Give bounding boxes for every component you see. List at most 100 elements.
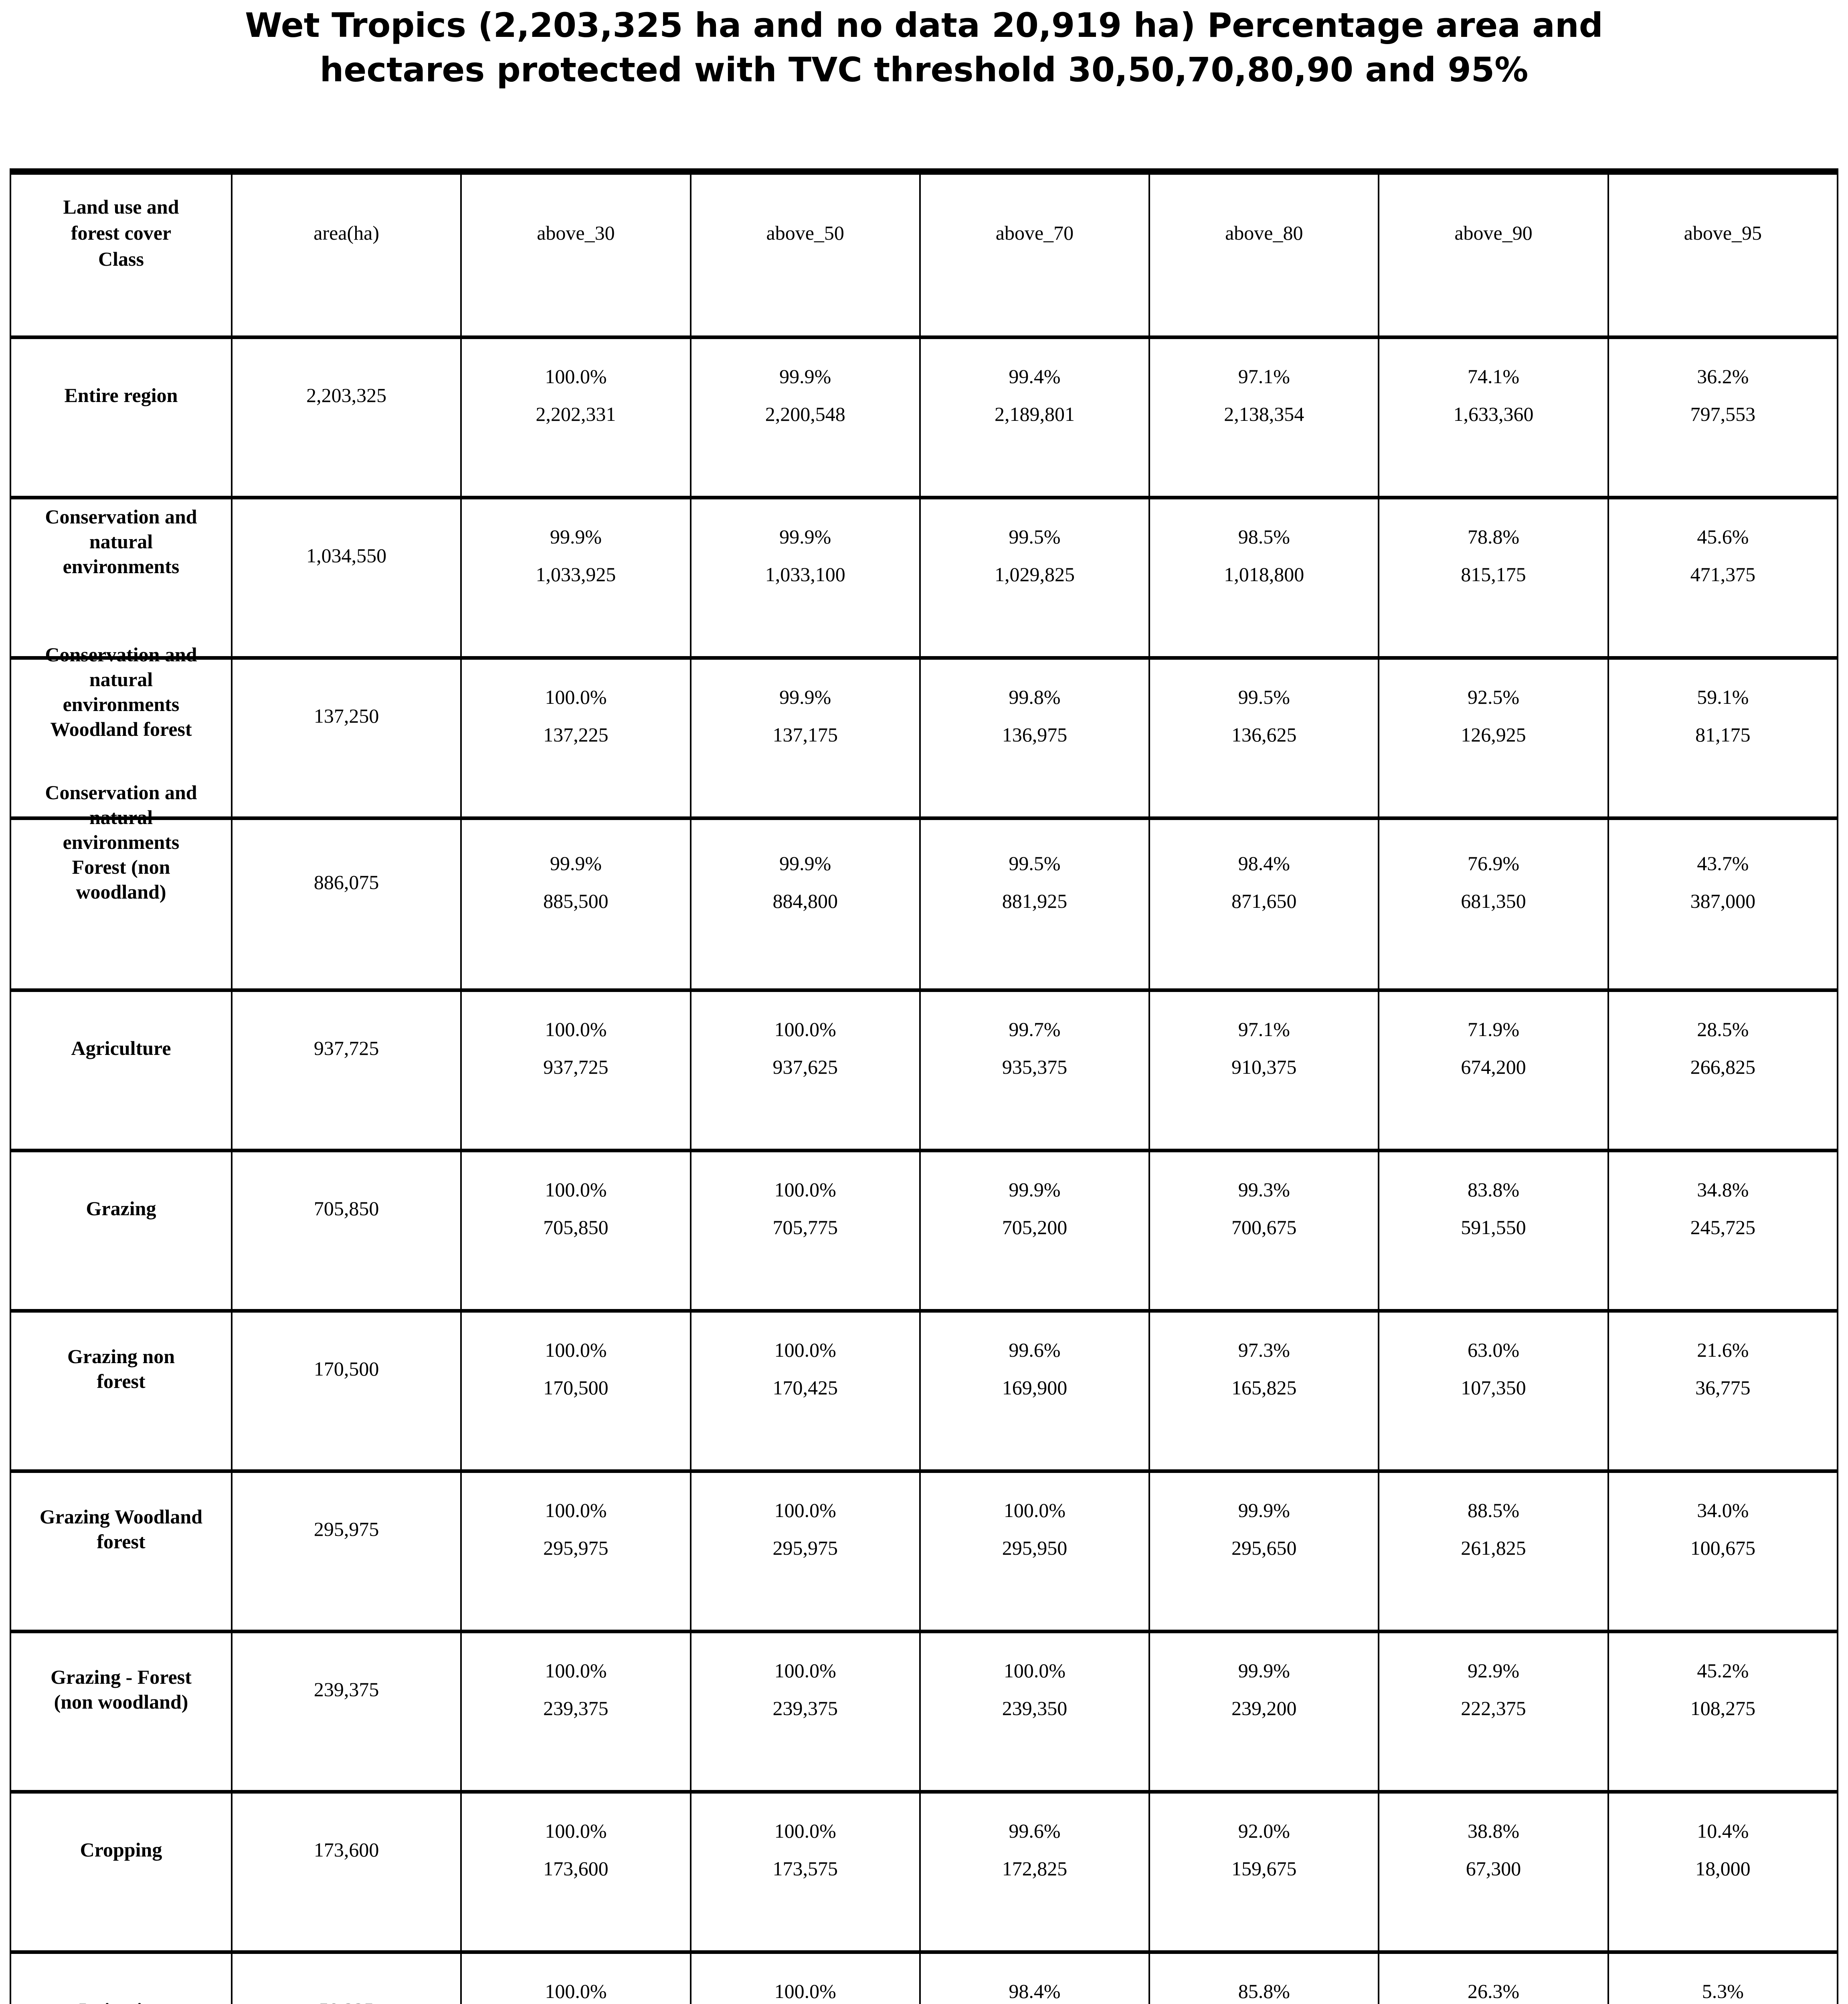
percent-value: 100.0% <box>545 1018 607 1040</box>
row-label-cell: Grazing Woodland forest <box>10 1469 233 1633</box>
percent-value: 97.1% <box>1238 365 1290 388</box>
row-label: Cropping <box>80 1838 162 1861</box>
percent-value: 100.0% <box>774 1339 836 1361</box>
percent-value: 99.6% <box>1009 1339 1061 1361</box>
value-cell-above-80: 99.9% 295,650 <box>1148 1469 1380 1633</box>
value-cell-above-95: 45.6% 471,375 <box>1607 495 1839 660</box>
percent-value: 99.9% <box>550 525 602 548</box>
header-row: Land use and forest cover Class area(ha) a… <box>10 168 1839 339</box>
percent-value: 97.3% <box>1238 1339 1290 1361</box>
percent-value: 99.9% <box>550 852 602 875</box>
value-cell-above-90: 78.8% 815,175 <box>1378 495 1609 660</box>
percent-value: 99.6% <box>1009 1820 1061 1842</box>
hectares-value: 266,825 <box>1690 1056 1756 1078</box>
percent-value: 100.0% <box>545 365 607 388</box>
area-cell: 2,203,325 <box>230 335 462 499</box>
hectares-value: 1,033,100 <box>765 563 845 586</box>
hectares-value: 700,675 <box>1231 1216 1297 1238</box>
table-row: Grazing - Forest (non woodland) 239,375 10… <box>10 1629 1839 1794</box>
area-cell: 937,725 <box>230 988 462 1152</box>
row-label: Conservation and natural environments Fo… <box>45 781 197 903</box>
value-cell-above-90: 76.9% 681,350 <box>1378 816 1609 992</box>
value-cell-above-95: 5.3%3,100 <box>1607 1950 1839 2004</box>
row-label: Agriculture <box>71 1037 171 1059</box>
hectares-value: 885,500 <box>543 889 609 912</box>
value-cell-above-50: 99.9% 884,800 <box>689 816 921 992</box>
percent-value: 100.0% <box>774 1178 836 1201</box>
percent-value: 100.0% <box>774 1820 836 1842</box>
percent-value: 34.8% <box>1697 1178 1749 1201</box>
value-cell-above-50: 100.0% 239,375 <box>689 1629 921 1794</box>
percent-value: 92.9% <box>1467 1659 1520 1682</box>
value-cell-above-50: 100.0% 170,425 <box>689 1309 921 1473</box>
hectares-value: 705,850 <box>543 1216 609 1238</box>
table-row: Agriculture 937,725 100.0% 937,725 100.0% 937… <box>10 988 1839 1152</box>
hectares-value: 815,175 <box>1461 563 1526 586</box>
value-cell-above-50: 100.0% 705,775 <box>689 1148 921 1313</box>
value-cell-above-30: 100.0% 239,375 <box>460 1629 691 1794</box>
col-header-above-70: above_70 <box>919 168 1150 339</box>
percent-value: 10.4% <box>1697 1820 1749 1842</box>
percent-value: 99.9% <box>779 525 831 548</box>
row-label-cell: Conservation and natural environments Fo… <box>10 781 233 992</box>
row-label: Grazing <box>86 1197 156 1220</box>
percent-value: 100.0% <box>774 1980 836 2002</box>
percent-value: 28.5% <box>1697 1018 1749 1040</box>
percent-value: 100.0% <box>545 1659 607 1682</box>
value-cell-above-30: 100.0% 295,975 <box>460 1469 691 1633</box>
percent-value: 99.9% <box>779 686 831 708</box>
area-cell: 705,850 <box>230 1148 462 1313</box>
hectares-value: 2,200,548 <box>765 403 845 425</box>
value-cell-above-70: 99.9% 705,200 <box>919 1148 1150 1313</box>
table-row: Conservation and natural environments 1,0… <box>10 495 1839 660</box>
value-cell-above-90: 88.5% 261,825 <box>1378 1469 1609 1633</box>
hectares-value: 295,975 <box>543 1537 609 1559</box>
page-title-line1: Wet Tropics (2,203,325 ha and no data 20… <box>245 6 1603 45</box>
percent-value: 98.4% <box>1238 852 1290 875</box>
percent-value: 100.0% <box>774 1499 836 1521</box>
value-cell-above-90: 26.3%15,325 <box>1378 1950 1609 2004</box>
row-label: Grazing - Forest (non woodland) <box>51 1666 192 1713</box>
percent-value: 99.4% <box>1009 365 1061 388</box>
value-cell-above-90: 38.8% 67,300 <box>1378 1790 1609 1954</box>
percent-value: 99.7% <box>1009 1018 1061 1040</box>
hectares-value: 159,675 <box>1231 1857 1297 1880</box>
percent-value: 76.9% <box>1467 852 1520 875</box>
percent-value: 99.9% <box>1238 1499 1290 1521</box>
hectares-value: 136,975 <box>1002 723 1068 746</box>
value-cell-above-70: 99.5% 1,029,825 <box>919 495 1150 660</box>
hectares-value: 881,925 <box>1002 889 1068 912</box>
hectares-value: 261,825 <box>1461 1537 1526 1559</box>
percent-value: 21.6% <box>1697 1339 1749 1361</box>
value-cell-above-90: 92.5% 126,925 <box>1378 656 1609 820</box>
percent-value: 92.0% <box>1238 1820 1290 1842</box>
col-header-above-95: above_95 <box>1607 168 1839 339</box>
value-cell-above-80: 85.8%49,975 <box>1148 1950 1380 2004</box>
col-header-above-90: above_90 <box>1378 168 1609 339</box>
row-label: Irrigation <box>79 1998 163 2004</box>
hectares-value: 245,725 <box>1690 1216 1756 1238</box>
col-header-above-50: above_50 <box>689 168 921 339</box>
hectares-value: 173,575 <box>772 1857 838 1880</box>
value-cell-above-50: 100.0% 937,625 <box>689 988 921 1152</box>
percent-value: 85.8% <box>1238 1980 1290 2002</box>
percent-value: 99.5% <box>1009 525 1061 548</box>
value-cell-above-80: 92.0% 159,675 <box>1148 1790 1380 1954</box>
percent-value: 100.0% <box>1003 1499 1066 1521</box>
hectares-value: 81,175 <box>1695 723 1751 746</box>
value-cell-above-95: 59.1% 81,175 <box>1607 656 1839 820</box>
row-label-cell: Grazing - Forest (non woodland) <box>10 1629 233 1794</box>
percent-value: 43.7% <box>1697 852 1749 875</box>
percent-value: 99.9% <box>1238 1659 1290 1682</box>
percent-value: 100.0% <box>545 1339 607 1361</box>
value-cell-above-70: 99.6% 169,900 <box>919 1309 1150 1473</box>
percent-value: 38.8% <box>1467 1820 1520 1842</box>
percent-value: 36.2% <box>1697 365 1749 388</box>
hectares-value: 172,825 <box>1002 1857 1068 1880</box>
area-cell: 295,975 <box>230 1469 462 1633</box>
hectares-value: 681,350 <box>1461 889 1526 912</box>
value-cell-above-30: 100.0% 137,225 <box>460 656 691 820</box>
hectares-value: 222,375 <box>1461 1697 1526 1719</box>
hectares-value: 100,675 <box>1690 1537 1756 1559</box>
col-header-above-30: above_30 <box>460 168 691 339</box>
